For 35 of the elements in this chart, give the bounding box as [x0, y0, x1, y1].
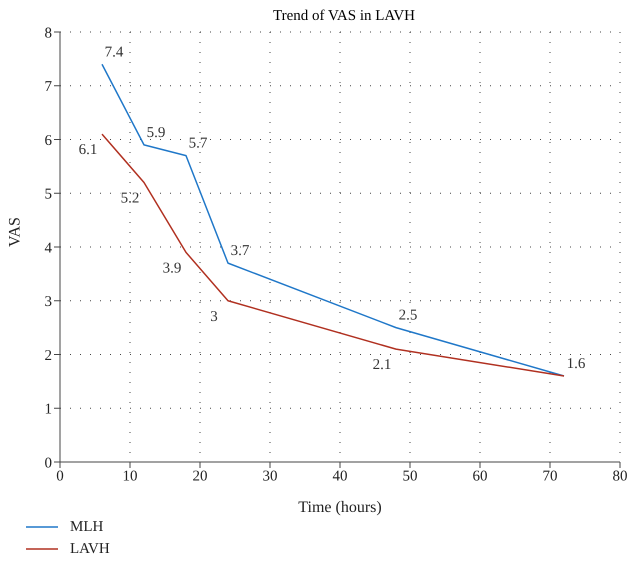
chart-title: Trend of VAS in LAVH	[272, 8, 416, 26]
x-tick-label: 30	[262, 468, 278, 485]
y-tick-label: 6	[44, 132, 52, 149]
x-tick-label: 70	[542, 468, 558, 485]
data-label: 5.2	[120, 190, 140, 206]
data-label: 2.1	[372, 357, 392, 374]
data-label: 3.9	[162, 260, 182, 276]
x-tick-label: 10	[122, 468, 138, 485]
line-series	[101, 64, 565, 377]
data-label: 5.7	[188, 136, 208, 152]
data-label: 6.1	[78, 142, 98, 158]
data-label: 5.9	[146, 124, 166, 141]
x-axis-title: Time (hours)	[298, 499, 382, 516]
y-tick-label: 3	[44, 294, 52, 310]
y-tick-label: 2	[44, 348, 52, 364]
legend-label: LAVH	[70, 540, 110, 558]
y-tick-label: 5	[44, 186, 52, 203]
legend-label: MLH	[70, 518, 104, 536]
x-tick-label: 60	[472, 468, 488, 485]
data-label: 7.4	[104, 44, 124, 60]
x-tick-label: 40	[332, 468, 348, 485]
y-tick-label: 7	[44, 79, 52, 96]
data-label: 1.6	[566, 356, 586, 372]
x-tick-label: 0	[56, 468, 64, 485]
x-tick-label: 80	[612, 468, 628, 485]
data-label: 2.5	[398, 308, 418, 324]
y-axis-title: VAS	[6, 217, 24, 247]
y-tick-label: 4	[44, 240, 52, 256]
x-tick-label: 50	[402, 468, 418, 485]
y-tick-label: 1	[44, 402, 52, 418]
y-tick-label: 0	[44, 455, 52, 472]
y-tick-label: 8	[44, 25, 52, 42]
data-label: 3.7	[230, 243, 250, 260]
x-tick-label: 20	[192, 468, 208, 485]
data-label: 3	[210, 308, 218, 325]
